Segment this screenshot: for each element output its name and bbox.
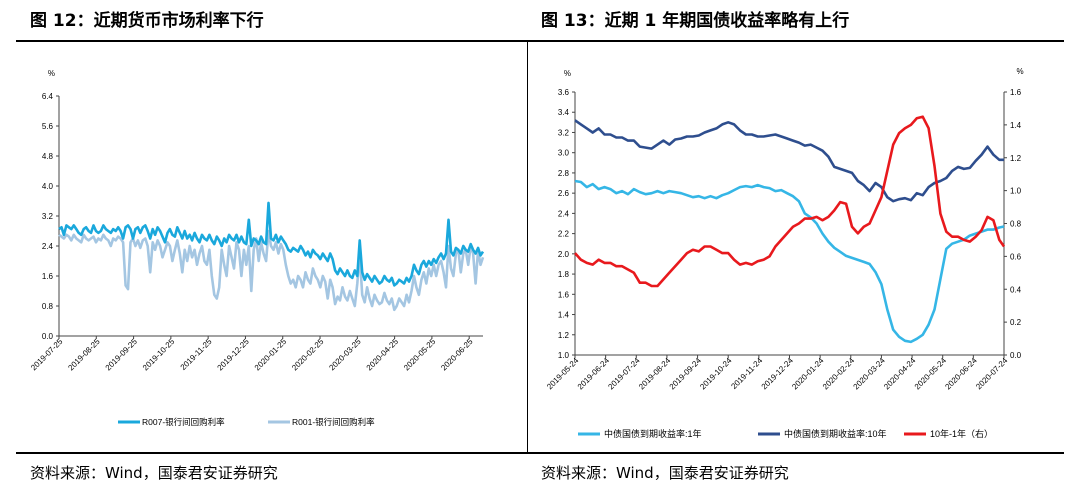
right-bottom-rule bbox=[528, 452, 1064, 454]
x-tick-label: 2019-08-25 bbox=[66, 337, 102, 373]
left-y-tick-label: 3.2 bbox=[558, 128, 570, 137]
series-line-cgb-1y bbox=[574, 179, 1005, 344]
right-y-tick-label: 0.6 bbox=[1010, 252, 1022, 261]
right-y-axis-unit: % bbox=[1016, 67, 1023, 76]
left-y-tick-label: 1.6 bbox=[558, 290, 570, 299]
y-tick-label: 3.2 bbox=[42, 212, 54, 221]
right-y-tick-label: 0.8 bbox=[1010, 220, 1022, 229]
left-y-tick-label: 1.0 bbox=[558, 351, 570, 360]
right-figure-title: 图 13：近期 1 年期国债收益率略有上行 bbox=[541, 11, 850, 31]
x-tick-label: 2020-04-25 bbox=[365, 337, 401, 373]
series-line-cgb-10y bbox=[574, 119, 1004, 203]
left-y-tick-label: 1.4 bbox=[558, 311, 570, 320]
x-tick-label: 2019-07-25 bbox=[29, 337, 65, 373]
right-y-tick-label: 0.4 bbox=[1010, 285, 1022, 294]
y-tick-label: 4.8 bbox=[42, 152, 54, 161]
x-tick-label: 2019-11-25 bbox=[179, 337, 214, 372]
left-y-tick-label: 3.0 bbox=[558, 149, 570, 158]
legend-label-cgb-1y: 中债国债到期收益率:1年 bbox=[604, 428, 702, 439]
right-source-note: 资料来源：Wind，国泰君安证券研究 bbox=[541, 464, 789, 482]
legend-label-r001: R001-银行间回购利率 bbox=[292, 417, 375, 427]
right-y-tick-label: 0.0 bbox=[1010, 351, 1022, 360]
right-y-tick-label: 1.0 bbox=[1010, 187, 1022, 196]
panel-divider bbox=[527, 40, 528, 454]
x-tick-label: 2020-03-25 bbox=[327, 337, 363, 373]
y-tick-label: 0.0 bbox=[42, 332, 54, 341]
left-y-axis-unit: % bbox=[564, 69, 571, 78]
y-tick-label: 6.4 bbox=[42, 92, 54, 101]
x-tick-label: 2019-09-25 bbox=[104, 337, 140, 373]
left-y-tick-label: 2.6 bbox=[558, 189, 570, 198]
series-line-r001 bbox=[58, 229, 485, 312]
x-tick-label: 2020-01-25 bbox=[253, 337, 289, 373]
right-chart: % % 3.6 3.4 3.2 3.0 2.8 2.6 2.4 2.2 2.0 1.8 1.6 1.4 1.… bbox=[545, 67, 1023, 439]
left-y-tick-label: 2.4 bbox=[558, 209, 570, 218]
right-y-tick-label: 1.2 bbox=[1010, 154, 1022, 163]
y-tick-label: 1.6 bbox=[42, 272, 54, 281]
x-tick-label: 2019-10-24 bbox=[698, 356, 734, 392]
left-y-tick-label: 3.6 bbox=[558, 88, 570, 97]
x-tick-label: 2019-10-25 bbox=[141, 337, 177, 373]
left-top-rule bbox=[16, 40, 527, 42]
y-axis-unit: % bbox=[48, 69, 55, 78]
series-line-r007 bbox=[58, 201, 485, 287]
left-y-tick-label: 2.8 bbox=[558, 169, 570, 178]
right-y-tick-label: 1.4 bbox=[1010, 121, 1022, 130]
right-top-rule bbox=[528, 40, 1064, 42]
x-tick-label: 2019-12-25 bbox=[216, 337, 252, 373]
legend-label-r007: R007-银行间回购利率 bbox=[142, 417, 225, 427]
x-tick-label: 2020-05-25 bbox=[402, 337, 438, 373]
left-figure-title: 图 12：近期货币市场利率下行 bbox=[30, 11, 264, 31]
legend-label-cgb-10y: 中债国债到期收益率:10年 bbox=[784, 428, 887, 439]
left-source-note: 资料来源：Wind，国泰君安证券研究 bbox=[30, 464, 278, 482]
y-tick-label: 5.6 bbox=[42, 122, 54, 131]
x-tick-label: 2020-02-25 bbox=[290, 337, 326, 373]
y-tick-label: 2.4 bbox=[42, 242, 54, 251]
y-tick-label: 0.8 bbox=[42, 302, 54, 311]
left-y-tick-label: 3.4 bbox=[558, 108, 570, 117]
x-tick-label: 2020-06-25 bbox=[439, 337, 475, 373]
left-y-tick-label: 1.2 bbox=[558, 331, 570, 340]
left-y-tick-label: 1.8 bbox=[558, 270, 570, 279]
y-tick-label: 4.0 bbox=[42, 182, 54, 191]
series-line-spread-10y-1y bbox=[574, 115, 1006, 288]
left-bottom-rule bbox=[16, 452, 527, 454]
legend-label-spread-10y-1y: 10年-1年（右） bbox=[930, 428, 993, 439]
x-tick-label: 2020-07-24 bbox=[974, 356, 1010, 392]
left-y-tick-label: 2.0 bbox=[558, 250, 570, 259]
left-y-tick-label: 2.2 bbox=[558, 230, 570, 239]
right-y-tick-label: 0.2 bbox=[1010, 318, 1022, 327]
right-y-tick-label: 1.6 bbox=[1010, 88, 1022, 97]
